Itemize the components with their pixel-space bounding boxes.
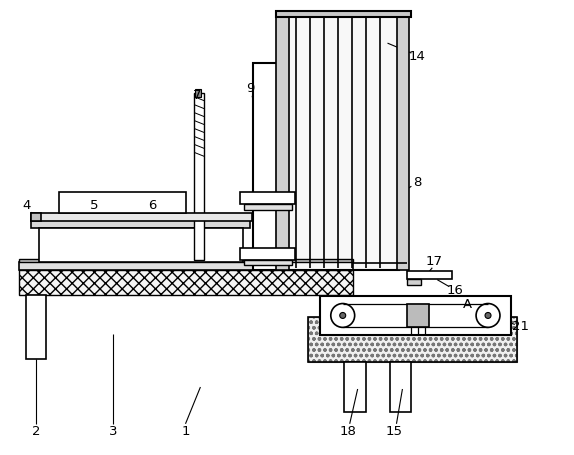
Bar xyxy=(20,259,352,262)
Text: 2: 2 xyxy=(32,425,41,438)
Text: 17: 17 xyxy=(426,255,443,268)
Bar xyxy=(31,213,252,221)
Bar xyxy=(320,296,511,335)
Bar xyxy=(195,93,204,260)
Bar xyxy=(308,318,517,362)
Text: 7: 7 xyxy=(193,89,201,102)
Circle shape xyxy=(340,313,346,318)
Text: 9: 9 xyxy=(246,82,254,96)
Text: 1: 1 xyxy=(181,425,190,438)
Text: 4: 4 xyxy=(22,199,30,212)
Text: 3: 3 xyxy=(108,425,117,438)
Bar xyxy=(59,192,187,213)
Text: 14: 14 xyxy=(409,50,426,62)
Text: A: A xyxy=(463,298,472,311)
Bar xyxy=(408,303,429,328)
Bar xyxy=(20,270,352,294)
Bar xyxy=(308,318,517,362)
Text: 18: 18 xyxy=(339,425,356,438)
Circle shape xyxy=(485,313,491,318)
Bar xyxy=(39,228,243,262)
Bar xyxy=(31,220,250,228)
Text: 15: 15 xyxy=(386,425,403,438)
Bar xyxy=(244,260,292,265)
Bar xyxy=(344,362,366,412)
Bar xyxy=(244,204,292,210)
Bar xyxy=(241,192,295,204)
Text: 8: 8 xyxy=(413,176,421,189)
Bar xyxy=(276,16,289,270)
Bar xyxy=(408,278,421,285)
Bar xyxy=(241,248,295,260)
Bar xyxy=(195,89,201,97)
Bar xyxy=(20,262,352,270)
Bar xyxy=(31,213,41,221)
Bar xyxy=(390,362,412,412)
Bar xyxy=(288,16,400,270)
Bar xyxy=(253,63,277,270)
Text: 16: 16 xyxy=(447,284,464,297)
Bar xyxy=(408,271,452,278)
Text: 5: 5 xyxy=(90,199,98,212)
Text: 21: 21 xyxy=(513,320,529,333)
Text: 6: 6 xyxy=(149,199,157,212)
Bar xyxy=(26,294,46,359)
Bar xyxy=(397,16,409,270)
Bar xyxy=(276,11,412,17)
